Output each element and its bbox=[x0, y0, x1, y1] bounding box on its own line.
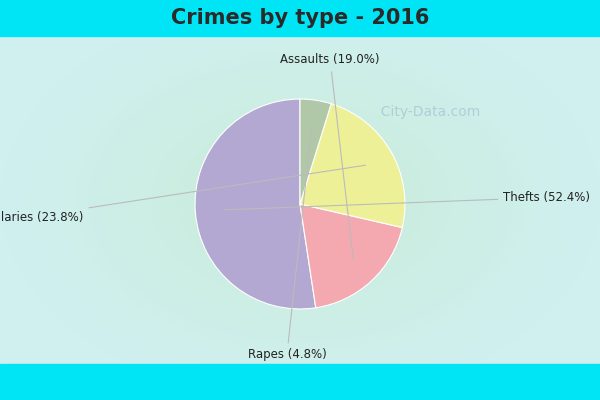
Text: Assaults (19.0%): Assaults (19.0%) bbox=[280, 53, 380, 259]
Text: Thefts (52.4%): Thefts (52.4%) bbox=[224, 191, 590, 210]
Wedge shape bbox=[195, 99, 316, 309]
Text: Crimes by type - 2016: Crimes by type - 2016 bbox=[171, 8, 429, 28]
Text: City-Data.com: City-Data.com bbox=[372, 105, 481, 119]
Wedge shape bbox=[300, 99, 331, 204]
Wedge shape bbox=[300, 204, 402, 308]
Text: Burglaries (23.8%): Burglaries (23.8%) bbox=[0, 165, 365, 224]
Wedge shape bbox=[300, 104, 405, 228]
Text: Rapes (4.8%): Rapes (4.8%) bbox=[248, 129, 326, 361]
